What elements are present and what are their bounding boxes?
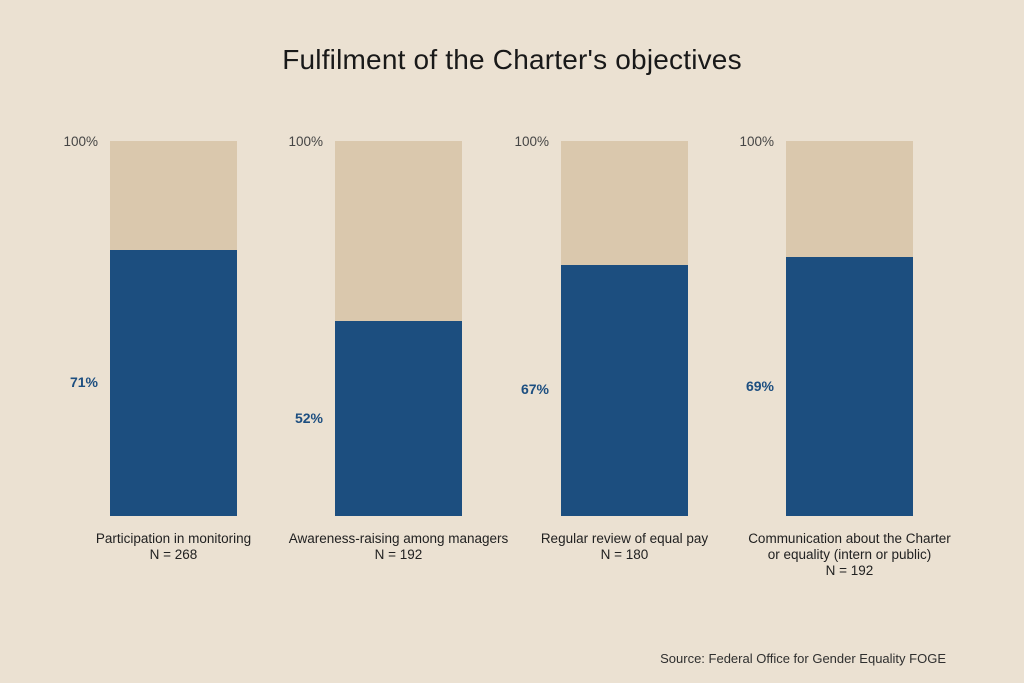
value-label: 69% bbox=[745, 378, 774, 394]
n-label: N = 268 bbox=[149, 547, 198, 562]
source-note: Source: Federal Office for Gender Equali… bbox=[660, 651, 946, 666]
value-label: 52% bbox=[294, 410, 323, 426]
category-label: Awareness-raising among managers N = 192 bbox=[259, 531, 539, 563]
bar-fill bbox=[561, 264, 688, 516]
category-line: Regular review of equal pay bbox=[540, 531, 709, 546]
axis-max-tick: 100% bbox=[739, 134, 774, 149]
axis-max-tick: 100% bbox=[63, 134, 98, 149]
category-line: Participation in monitoring bbox=[95, 531, 252, 546]
bar-fill bbox=[335, 321, 462, 516]
bar-track bbox=[561, 141, 688, 516]
n-label: N = 180 bbox=[600, 547, 649, 562]
category-line: Communication about the Charter bbox=[748, 531, 951, 546]
n-label: N = 192 bbox=[825, 563, 874, 578]
bar-fill bbox=[786, 257, 913, 516]
category-label: Communication about the Charter or equali… bbox=[710, 531, 990, 579]
axis-max-tick: 100% bbox=[514, 134, 549, 149]
value-label: 67% bbox=[520, 381, 549, 397]
axis-max-tick: 100% bbox=[288, 134, 323, 149]
bar-track bbox=[786, 141, 913, 516]
bar-fill bbox=[110, 249, 237, 516]
category-line: or equality (intern or public) bbox=[767, 547, 932, 562]
category-label: Regular review of equal pay N = 180 bbox=[485, 531, 765, 563]
category-line: Awareness-raising among managers bbox=[288, 531, 509, 546]
bar-track bbox=[110, 141, 237, 516]
category-label: Participation in monitoring N = 268 bbox=[34, 531, 314, 563]
value-label: 71% bbox=[69, 374, 98, 390]
chart-title: Fulfilment of the Charter's objectives bbox=[282, 44, 742, 75]
n-label: N = 192 bbox=[374, 547, 423, 562]
bar-track bbox=[335, 141, 462, 516]
